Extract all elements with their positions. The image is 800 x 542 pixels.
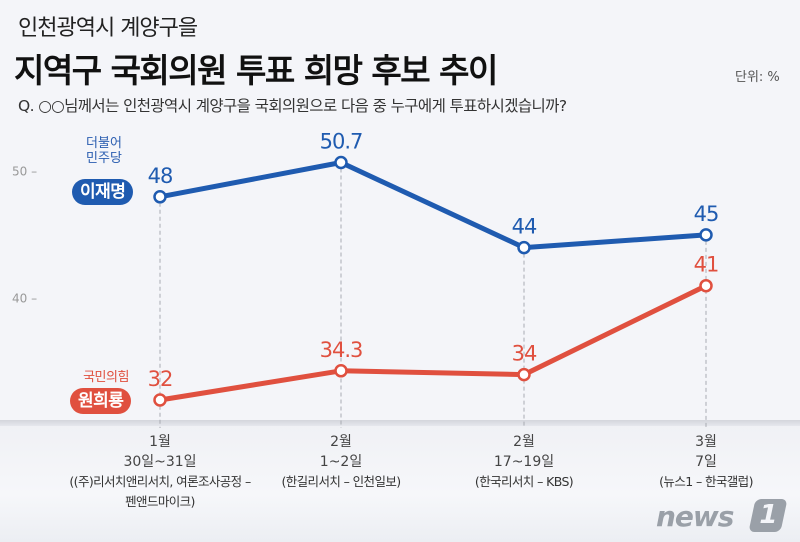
party-label-ppp: 국민의힘	[83, 370, 129, 385]
x-label-month: 1월	[149, 434, 171, 450]
x-label-month: 3월	[695, 434, 717, 450]
x-axis-band	[0, 420, 800, 426]
x-label-month: 2월	[330, 434, 352, 450]
x-label-source: ((주)리서치앤리서치, 여론조사공정 –	[69, 474, 251, 489]
data-point	[517, 240, 531, 255]
data-point	[334, 155, 348, 170]
data-point	[334, 364, 348, 378]
series-line-won	[157, 283, 709, 403]
x-label-month: 2월	[513, 434, 535, 450]
x-label-days: 1~2일	[319, 454, 363, 470]
chart-subtitle: 인천광역시 계양구을	[18, 16, 198, 41]
unit-label: 단위: %	[735, 70, 780, 85]
x-label-days: 17~19일	[493, 454, 555, 470]
y-tick-label: 40 –	[12, 291, 37, 305]
y-tick-label: 50 –	[12, 164, 37, 178]
data-point	[153, 190, 167, 204]
data-label: 44	[512, 215, 537, 239]
party-label-line1: 더불어	[86, 136, 122, 151]
x-axis-background	[0, 424, 800, 542]
x-label-4: 3월 7일 (뉴스1 – 한국갤럽)	[596, 432, 800, 492]
party-label-line2: 민주당	[86, 151, 122, 166]
data-label: 48	[148, 164, 173, 188]
x-label-days: 30일~31일	[123, 454, 197, 470]
data-label: 41	[694, 253, 719, 277]
data-point	[153, 393, 167, 407]
x-label-source: (한길리서치 – 인천일보)	[281, 474, 401, 489]
survey-question: Q. ○○님께서는 인천광역시 계양구을 국회의원으로 다음 중 누구에게 투표…	[18, 97, 567, 115]
candidate-badge-won: 원희룡	[70, 388, 132, 414]
data-label: 45	[694, 202, 719, 226]
x-label-source: (한국리서치 – KBS)	[474, 474, 574, 489]
x-label-source-cont: 펜앤드마이크)	[125, 494, 195, 509]
x-label-source: (뉴스1 – 한국갤럽)	[659, 474, 753, 489]
data-point	[699, 228, 713, 242]
party-label-democratic: 더불어 민주당	[74, 136, 134, 166]
data-point	[699, 278, 713, 293]
news1-logo-text: news	[656, 500, 734, 533]
data-label: 34.3	[320, 338, 363, 362]
x-label-days: 7일	[695, 454, 717, 470]
x-label-3: 2월 17~19일 (한국리서치 – KBS)	[414, 432, 634, 492]
candidate-badge-lee: 이재명	[72, 179, 134, 205]
data-point	[517, 367, 531, 382]
data-label: 34	[512, 342, 537, 366]
chart-title: 지역구 국회의원 투표 희망 후보 추이	[14, 51, 498, 90]
x-label-1: 1월 30일~31일 ((주)리서치앤리서치, 여론조사공정 – 펜앤드마이크)	[50, 432, 270, 512]
data-label: 32	[148, 367, 173, 391]
data-label: 50.7	[320, 130, 363, 154]
x-label-2: 2월 1~2일 (한길리서치 – 인천일보)	[231, 432, 451, 492]
series-line-lee	[157, 160, 709, 251]
